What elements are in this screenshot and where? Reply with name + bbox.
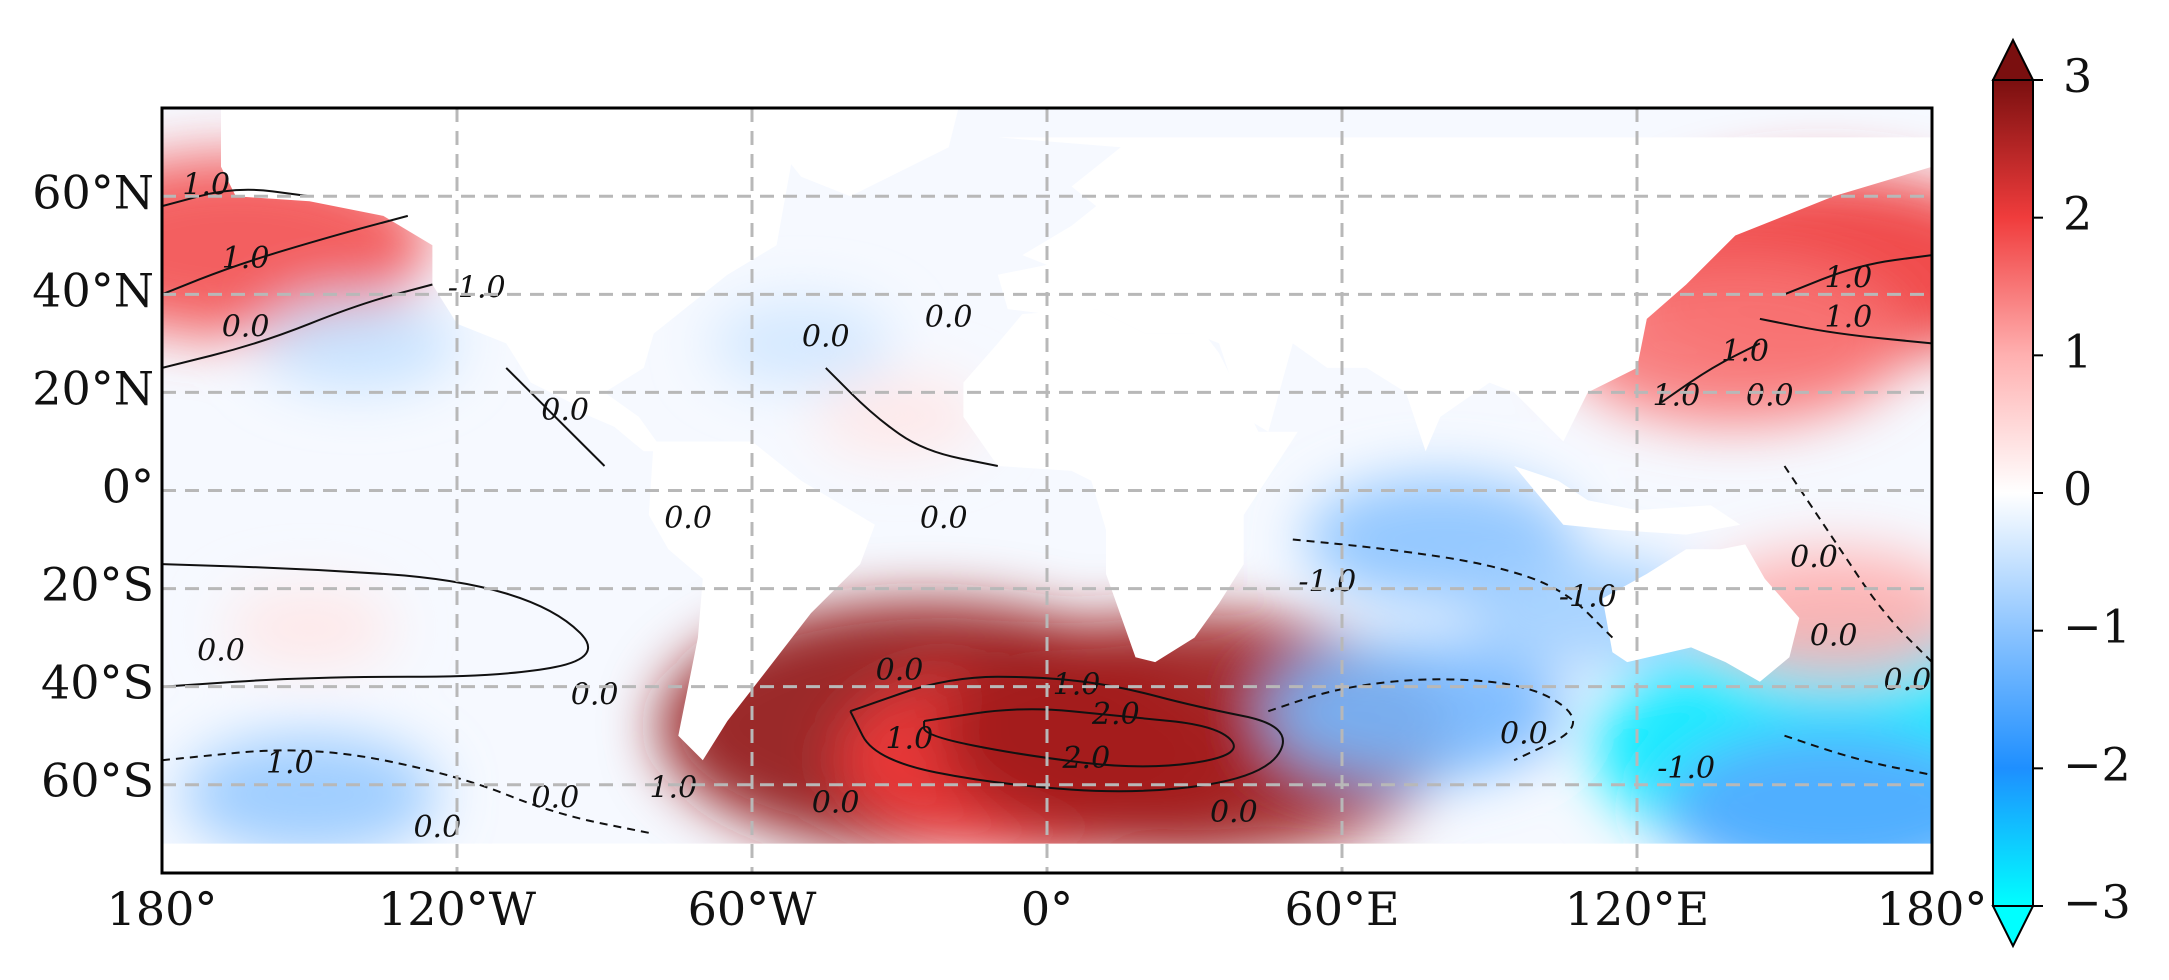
land-indonesia	[1514, 466, 1741, 535]
x-tick-label: 120°W	[378, 882, 537, 936]
y-tick-label: 0°	[102, 460, 154, 514]
colorbar-tick-label: −2	[2063, 737, 2131, 791]
y-tick-label: 60°N	[32, 165, 154, 219]
contour-line	[1784, 734, 1932, 776]
colorbar-tick-label: −3	[2063, 875, 2131, 929]
land-greenland	[761, 108, 959, 197]
y-tick-label: 40°N	[32, 263, 154, 317]
anomaly-cell	[708, 299, 894, 387]
x-tick-label: 60°E	[1284, 882, 1399, 936]
land-antarctica	[162, 843, 1932, 873]
contour-label: 0.0	[920, 501, 968, 536]
contour-labels: 1.0 1.0 0.0 -1.0 0.0 0.0 0.0 0.0 0.0 0.0 0.0 1.0 0.0…	[182, 167, 1931, 844]
contour-label: 0.0	[1884, 663, 1932, 698]
map-plot-area: 1.0 1.0 0.0 -1.0 0.0 0.0 0.0 0.0 0.0 0.0 0.0 1.0 0.0…	[162, 108, 1932, 873]
colorbar: 3 2 1 0 −1 −2 −3	[1991, 37, 2131, 949]
contour-label: 1.0	[885, 722, 933, 757]
contour-label: 0.0	[1746, 378, 1794, 413]
contour-label: 0.0	[812, 785, 860, 820]
contour-line	[1292, 538, 1614, 639]
y-tick-label: 40°S	[41, 656, 154, 710]
colorbar-tick-label: 3	[2063, 49, 2092, 103]
contour-label: 2.0	[1091, 697, 1140, 732]
contour-label: -1.0	[1657, 751, 1715, 786]
colorbar-tick-label: 2	[2063, 187, 2092, 241]
contour-label: 2.0	[1061, 741, 1110, 776]
contour-line	[1759, 317, 1932, 345]
y-tick-label: 20°N	[32, 361, 154, 415]
contour-label: 1.0	[649, 771, 697, 806]
contour-label: 0.0	[1210, 795, 1258, 830]
colorbar-tick-label: −1	[2063, 600, 2131, 654]
contour-line	[162, 563, 590, 688]
y-axis: 60°N 40°N 20°N 0° 20°S 40°S 60°S	[32, 165, 154, 807]
contour-label: 0.0	[197, 633, 245, 668]
contour-label: 0.0	[925, 300, 973, 335]
land-central-america	[570, 392, 664, 452]
contour-lines	[162, 188, 1932, 835]
x-tick-label: 180°	[107, 882, 218, 936]
contour-label: 0.0	[802, 319, 850, 354]
contour-line	[849, 675, 1284, 793]
contour-line	[162, 749, 654, 835]
contour-line	[1267, 678, 1575, 762]
x-tick-label: 120°E	[1565, 882, 1709, 936]
contour-label: 0.0	[571, 677, 619, 712]
anomaly-cell	[223, 587, 396, 668]
colorbar-tick-label: 1	[2063, 324, 2092, 378]
land-south-america	[648, 441, 875, 761]
contour-label: 0.0	[531, 780, 579, 815]
x-tick-label: 60°W	[688, 882, 818, 936]
gridlines	[162, 108, 1932, 873]
x-tick-label: 180°	[1877, 882, 1988, 936]
contour-label: 0.0	[876, 653, 924, 688]
contour-line	[162, 283, 433, 369]
contour-label: 1.0	[1825, 261, 1873, 296]
contour-line	[162, 214, 409, 296]
contour-label: -1.0	[1298, 565, 1356, 600]
contour-label: 0.0	[1790, 540, 1838, 575]
colorbar-extend-min	[1991, 905, 2035, 949]
anomaly-cell	[180, 734, 439, 855]
plot-frame	[160, 106, 1934, 875]
x-tick-label: 0°	[1021, 882, 1073, 936]
contour-label: -1.0	[1559, 579, 1617, 614]
contour-label: 0.0	[664, 501, 712, 536]
anomaly-cell	[1661, 728, 1932, 873]
contour-label: 1.0	[222, 241, 270, 276]
contour-line	[1661, 342, 1761, 404]
contour-label: 1.0	[266, 746, 314, 781]
contour-label: 1.0	[1652, 378, 1700, 413]
y-tick-label: 20°S	[41, 558, 154, 612]
colorbar-gradient	[1993, 80, 2033, 906]
contour-label: 0.0	[1810, 619, 1858, 654]
contour-line	[1783, 465, 1932, 663]
x-axis: 180° 120°W 60°W 0° 60°E 120°E 180°	[107, 882, 1988, 936]
land-eurasia	[997, 137, 1932, 452]
contour-label: 0.0	[1500, 717, 1548, 752]
contour-label: 0.0	[222, 310, 270, 345]
contour-label: 1.0	[1721, 334, 1769, 369]
contour-line	[923, 708, 1235, 768]
colorbar-extend-max	[1991, 37, 2035, 81]
colorbar-tick-label: 0	[2063, 462, 2092, 516]
contour-line	[825, 367, 998, 467]
land-north-america	[221, 108, 802, 403]
y-tick-label: 60°S	[41, 754, 154, 808]
land-australia	[1602, 544, 1800, 682]
contour-label: 0.0	[541, 393, 589, 428]
contour-label: 1.0	[1825, 300, 1873, 335]
anomaly-cell	[258, 296, 459, 391]
land-mask	[162, 108, 1932, 873]
contour-label: 0.0	[413, 810, 461, 845]
anomaly-cell	[813, 376, 986, 458]
anomaly-cell	[1265, 640, 1567, 782]
contour-line	[1784, 254, 1932, 296]
